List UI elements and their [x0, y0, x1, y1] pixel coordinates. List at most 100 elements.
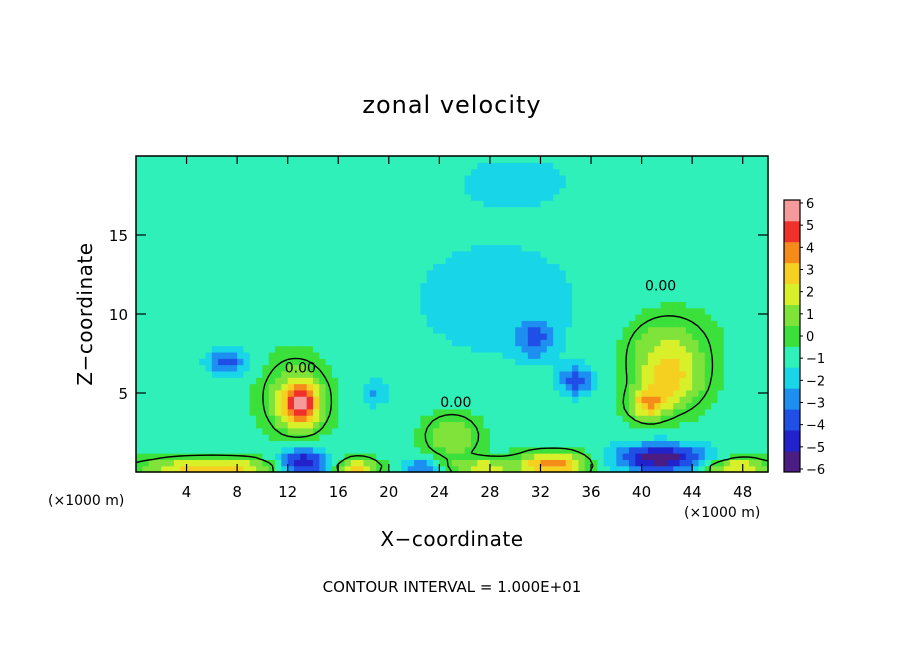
heatmap-cell: [312, 219, 320, 227]
heatmap-cell: [256, 440, 263, 448]
heatmap-cell: [610, 377, 617, 385]
heatmap-cell: [180, 408, 188, 416]
heatmap-cell: [148, 427, 156, 435]
heatmap-cell: [350, 358, 358, 366]
heatmap-cell: [357, 212, 365, 220]
heatmap-cell: [616, 238, 624, 246]
heatmap-cell: [426, 326, 434, 334]
heatmap-cell: [287, 421, 295, 429]
heatmap-cell: [489, 168, 497, 176]
heatmap-cell: [256, 402, 263, 410]
heatmap-cell: [407, 465, 415, 473]
heatmap-cell: [230, 408, 238, 416]
heatmap-cell: [281, 326, 289, 334]
heatmap-cell: [211, 358, 219, 366]
heatmap-cell: [306, 269, 314, 277]
heatmap-cell: [433, 459, 440, 467]
heatmap-cell: [603, 187, 611, 195]
heatmap-cell: [312, 465, 320, 473]
heatmap-cell: [641, 187, 649, 195]
heatmap-cell: [477, 212, 485, 220]
heatmap-cell: [578, 326, 586, 334]
heatmap-cell: [414, 212, 421, 220]
heatmap-cell: [616, 162, 624, 170]
heatmap-cell: [464, 383, 472, 391]
heatmap-cell: [414, 244, 421, 252]
heatmap-cell: [572, 250, 579, 258]
heatmap-cell: [489, 402, 497, 410]
heatmap-cell: [211, 282, 219, 290]
heatmap-cell: [199, 244, 207, 252]
heatmap-cell: [420, 263, 428, 271]
heatmap-cell: [180, 377, 188, 385]
heatmap-cell: [173, 396, 181, 404]
heatmap-cell: [401, 295, 409, 302]
heatmap-cell: [136, 396, 143, 404]
heatmap-cell: [534, 446, 542, 454]
heatmap-cell: [243, 408, 251, 416]
heatmap-cell: [458, 250, 466, 258]
heatmap-cell: [294, 206, 301, 214]
heatmap-cell: [224, 187, 232, 195]
heatmap-cell: [673, 434, 681, 441]
heatmap-cell: [483, 320, 491, 328]
heatmap-cell: [736, 408, 744, 416]
heatmap-cell: [439, 263, 447, 271]
heatmap-cell: [761, 453, 769, 460]
heatmap-cell: [180, 276, 188, 283]
heatmap-cell: [136, 339, 143, 347]
heatmap-cell: [249, 314, 257, 321]
heatmap-cell: [685, 156, 693, 163]
heatmap-cell: [521, 383, 529, 391]
heatmap-cell: [641, 250, 649, 258]
heatmap-cell: [628, 345, 636, 353]
heatmap-cell: [489, 288, 497, 296]
heatmap-cell: [249, 231, 257, 239]
heatmap-cell: [173, 282, 181, 290]
heatmap-cell: [414, 465, 421, 473]
heatmap-cell: [489, 162, 497, 170]
heatmap-cell: [546, 377, 554, 385]
heatmap-cell: [660, 358, 668, 366]
heatmap-cell: [610, 231, 617, 239]
heatmap-cell: [237, 225, 245, 233]
heatmap-cell: [597, 408, 605, 416]
heatmap-cell: [363, 396, 371, 404]
heatmap-cell: [584, 257, 592, 265]
heatmap-cell: [294, 358, 301, 366]
heatmap-cell: [237, 358, 245, 366]
heatmap-cell: [420, 187, 428, 195]
heatmap-cell: [439, 168, 447, 176]
heatmap-cell: [218, 459, 226, 467]
heatmap-cell: [439, 314, 447, 321]
heatmap-cell: [331, 219, 339, 227]
heatmap-cell: [483, 408, 491, 416]
heatmap-cell: [647, 421, 655, 429]
heatmap-cell: [521, 459, 529, 467]
heatmap-cell: [325, 244, 333, 252]
heatmap-cell: [723, 377, 731, 385]
heatmap-cell: [666, 219, 674, 227]
heatmap-cell: [685, 276, 693, 283]
heatmap-cell: [483, 402, 491, 410]
heatmap-cell: [376, 427, 384, 435]
heatmap-cell: [647, 440, 655, 448]
heatmap-cell: [464, 396, 472, 404]
heatmap-cell: [711, 181, 719, 189]
heatmap-cell: [591, 421, 598, 429]
heatmap-cell: [275, 187, 282, 195]
heatmap-cell: [363, 181, 371, 189]
heatmap-cell: [325, 358, 333, 366]
heatmap-cell: [584, 288, 592, 296]
heatmap-cell: [256, 446, 263, 454]
heatmap-cell: [685, 162, 693, 170]
heatmap-cell: [281, 231, 289, 239]
heatmap-cell: [230, 168, 238, 176]
heatmap-cell: [439, 351, 447, 359]
heatmap-cell: [369, 459, 377, 467]
heatmap-cell: [464, 332, 472, 340]
heatmap-cell: [584, 301, 592, 309]
heatmap-cell: [281, 263, 289, 271]
heatmap-cell: [338, 332, 346, 340]
heatmap-cell: [527, 212, 535, 220]
